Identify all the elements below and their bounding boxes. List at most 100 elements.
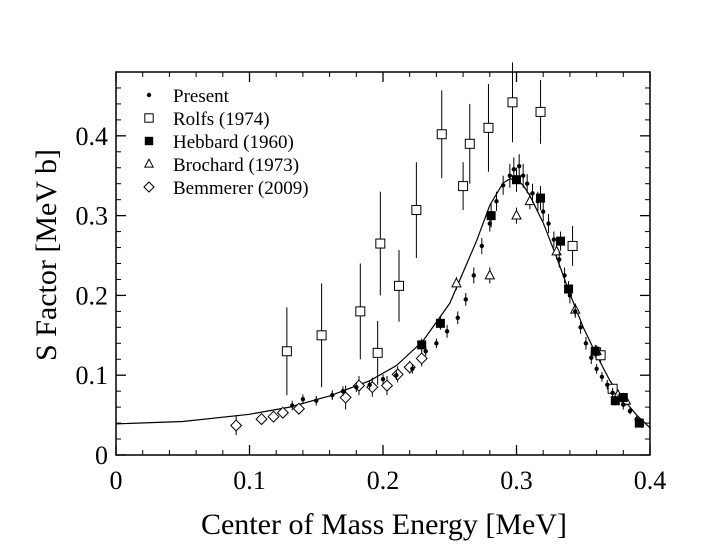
data-point bbox=[314, 398, 319, 403]
series-open-triangle bbox=[451, 193, 632, 406]
data-point bbox=[464, 138, 475, 149]
data-point bbox=[355, 306, 366, 317]
y-tick-label: 0.4 bbox=[76, 122, 109, 151]
y-tick-label: 0 bbox=[95, 441, 108, 470]
data-point bbox=[394, 280, 405, 291]
legend-label: Rolfs (1974) bbox=[173, 109, 270, 130]
y-tick-label: 0.2 bbox=[76, 281, 109, 310]
data-point bbox=[541, 209, 546, 214]
data-point bbox=[410, 366, 415, 372]
data-point bbox=[415, 352, 428, 365]
data-point bbox=[354, 384, 359, 390]
data-point bbox=[479, 243, 484, 249]
data-point bbox=[434, 341, 439, 346]
data-point bbox=[562, 273, 567, 278]
x-axis: 0 0.1 0.2 0.3 0.4 bbox=[110, 72, 667, 495]
data-point bbox=[340, 388, 346, 394]
data-point bbox=[500, 183, 506, 188]
data-point bbox=[375, 238, 386, 249]
x-axis-label: Center of Mass Energy [MeV] bbox=[201, 508, 567, 541]
legend-marker bbox=[143, 158, 155, 168]
data-point bbox=[367, 382, 372, 387]
data-point bbox=[507, 173, 513, 178]
data-point bbox=[621, 402, 626, 407]
legend-label: Brochard (1973) bbox=[173, 155, 299, 176]
data-point bbox=[590, 346, 600, 356]
y-axis: 0 0.1 0.2 0.3 0.4 bbox=[76, 87, 650, 470]
x-tick-label: 0.2 bbox=[367, 466, 400, 495]
legend-marker bbox=[143, 181, 155, 193]
data-point bbox=[573, 309, 578, 314]
data-point bbox=[267, 410, 280, 423]
data-point bbox=[451, 277, 462, 288]
data-point bbox=[484, 269, 496, 280]
data-point bbox=[530, 191, 535, 196]
data-point bbox=[610, 390, 615, 395]
legend-label: Bemmerer (2009) bbox=[173, 178, 309, 199]
data-point bbox=[578, 325, 583, 330]
series-open-square bbox=[281, 62, 618, 396]
data-point bbox=[230, 419, 243, 432]
data-point bbox=[557, 257, 562, 262]
y-axis-label: S Factor [MeV b] bbox=[30, 149, 63, 361]
data-point bbox=[610, 396, 620, 406]
data-point bbox=[380, 376, 386, 382]
data-point bbox=[605, 382, 610, 387]
data-point bbox=[330, 392, 335, 398]
y-tick-label: 0.1 bbox=[76, 361, 109, 390]
data-point bbox=[627, 408, 633, 414]
data-point bbox=[535, 106, 546, 117]
data-point bbox=[455, 315, 460, 320]
data-point bbox=[290, 403, 295, 408]
data-point bbox=[516, 163, 522, 169]
data-point bbox=[618, 393, 628, 403]
data-point bbox=[535, 199, 541, 204]
legend-label: Hebbard (1960) bbox=[173, 132, 294, 153]
data-point bbox=[520, 173, 526, 178]
data-point bbox=[546, 221, 551, 226]
data-point bbox=[599, 374, 605, 380]
data-point bbox=[494, 199, 499, 204]
y-tick-label: 0.3 bbox=[76, 202, 109, 231]
legend-marker bbox=[146, 92, 152, 98]
legend-marker bbox=[144, 136, 154, 146]
data-point bbox=[276, 406, 289, 419]
data-point bbox=[483, 122, 494, 133]
data-point bbox=[536, 193, 546, 203]
x-tick-label: 0.4 bbox=[634, 466, 667, 495]
data-point bbox=[316, 330, 327, 341]
x-tick-label: 0 bbox=[110, 466, 123, 495]
data-point bbox=[458, 181, 469, 192]
data-point bbox=[639, 422, 645, 427]
data-point bbox=[444, 329, 450, 334]
data-point bbox=[634, 416, 639, 422]
series-filled-circle bbox=[290, 154, 645, 428]
data-point bbox=[436, 129, 447, 140]
data-point bbox=[511, 167, 517, 172]
data-point bbox=[435, 318, 445, 328]
data-point bbox=[512, 175, 521, 185]
data-point bbox=[487, 221, 492, 226]
data-point bbox=[583, 341, 589, 346]
data-point bbox=[634, 418, 644, 428]
data-point bbox=[524, 181, 530, 186]
data-point bbox=[471, 273, 476, 278]
data-point bbox=[411, 205, 422, 216]
data-point bbox=[567, 293, 573, 298]
data-point bbox=[292, 402, 306, 415]
data-point bbox=[417, 340, 427, 350]
data-point bbox=[255, 412, 268, 426]
legend-marker bbox=[144, 113, 154, 123]
data-point bbox=[564, 284, 574, 294]
data-point bbox=[372, 347, 383, 358]
data-point bbox=[394, 373, 399, 378]
data-point bbox=[589, 355, 594, 360]
data-point bbox=[423, 349, 428, 354]
data-point bbox=[615, 396, 621, 402]
x-tick-label: 0.1 bbox=[233, 466, 266, 495]
data-point bbox=[300, 396, 306, 402]
data-point bbox=[594, 366, 599, 372]
data-point bbox=[281, 346, 292, 357]
